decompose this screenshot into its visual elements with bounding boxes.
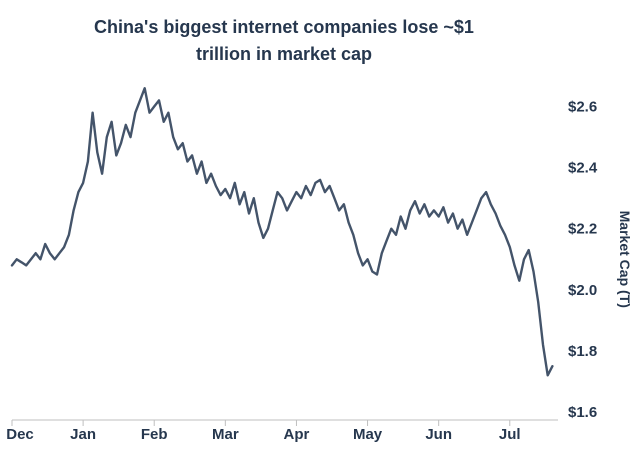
y-tick-label: $1.8 xyxy=(568,343,597,360)
y-axis-title: Market Cap (T) xyxy=(617,211,631,308)
chart-title-line1: China's biggest internet companies lose … xyxy=(94,17,474,37)
y-tick-label: $2.2 xyxy=(568,221,597,238)
y-tick-label: $2.4 xyxy=(568,160,598,177)
y-tick-label: $2.6 xyxy=(568,99,597,116)
market-cap-line xyxy=(10,86,554,377)
x-tick-label: Jul xyxy=(499,426,521,443)
y-tick-label: $1.6 xyxy=(568,404,597,421)
x-tick-label: Mar xyxy=(212,426,239,443)
x-tick-label: Jun xyxy=(425,426,452,443)
x-tick-label: Dec xyxy=(6,426,34,443)
x-tick-label: Apr xyxy=(284,426,310,443)
y-tick-label: $2.0 xyxy=(568,282,597,299)
x-tick-label: May xyxy=(353,426,383,443)
chart-title: China's biggest internet companies lose … xyxy=(64,14,504,68)
x-tick-label: Feb xyxy=(141,426,168,443)
chart-title-line2: trillion in market cap xyxy=(195,44,373,64)
x-tick-label: Jan xyxy=(70,426,96,443)
